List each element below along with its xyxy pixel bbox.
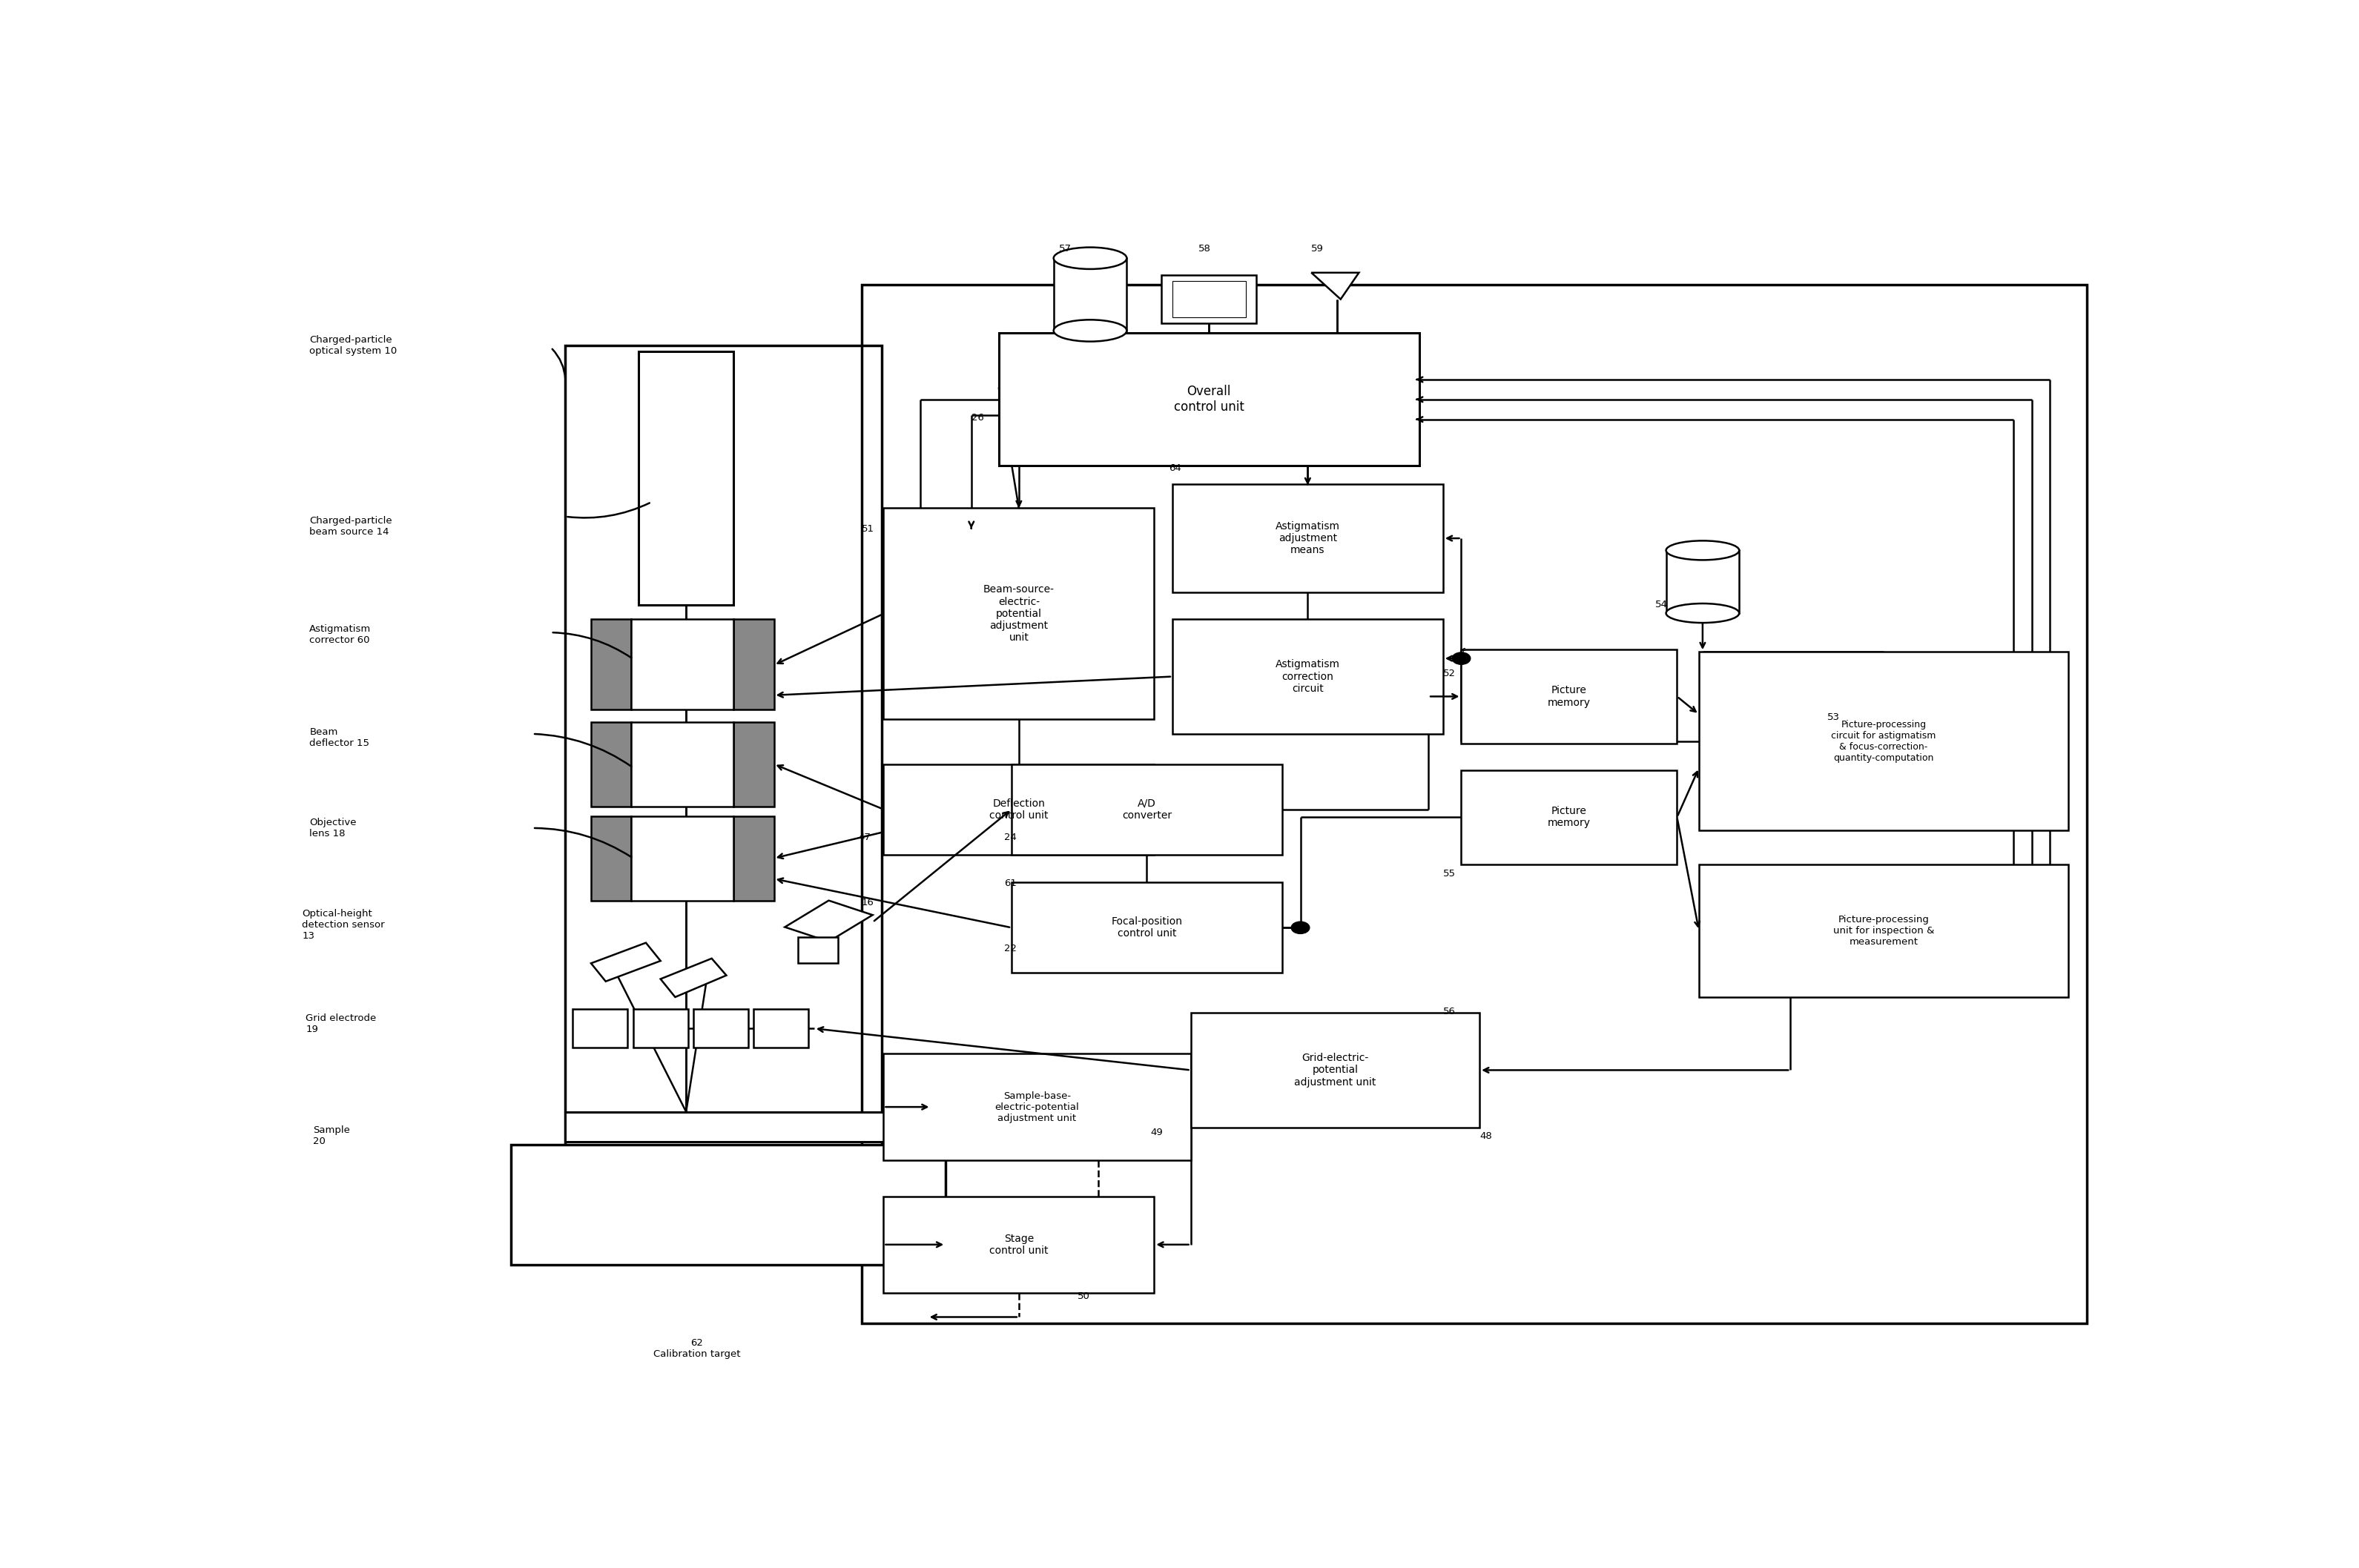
Bar <box>1191 1013 1479 1127</box>
Text: 50: 50 <box>1078 1292 1090 1301</box>
Text: 57: 57 <box>1059 243 1071 254</box>
Bar <box>632 815 734 900</box>
Bar <box>1054 259 1128 331</box>
Text: Sample
20: Sample 20 <box>314 1126 349 1146</box>
Bar <box>885 764 1154 855</box>
Bar <box>885 1196 1154 1294</box>
Text: 58: 58 <box>1198 243 1210 254</box>
Bar <box>1012 883 1283 972</box>
Text: 53: 53 <box>1826 712 1840 721</box>
Bar <box>592 721 632 806</box>
Text: 61: 61 <box>1005 878 1017 889</box>
Text: Beam-source-
electric-
potential
adjustment
unit: Beam-source- electric- potential adjustm… <box>984 585 1054 643</box>
Circle shape <box>1453 652 1470 665</box>
Bar <box>1172 619 1444 734</box>
Text: Picture
memory: Picture memory <box>1548 806 1590 828</box>
Text: Objective
lens 18: Objective lens 18 <box>309 817 356 839</box>
Text: A/D
converter: A/D converter <box>1123 798 1172 820</box>
Bar <box>1698 652 2069 831</box>
Ellipse shape <box>1665 604 1739 622</box>
Text: 54: 54 <box>1656 601 1668 610</box>
Text: Grid-electric-
potential
adjustment unit: Grid-electric- potential adjustment unit <box>1295 1054 1375 1087</box>
Text: Stage
control unit: Stage control unit <box>988 1234 1047 1256</box>
Text: Optical-height
detection sensor
13: Optical-height detection sensor 13 <box>302 909 385 941</box>
Bar <box>566 1112 932 1142</box>
Text: f: f <box>1460 648 1465 659</box>
Bar <box>1172 485 1444 593</box>
Ellipse shape <box>1054 320 1128 342</box>
Bar <box>885 1054 1191 1160</box>
Text: 16: 16 <box>861 898 875 908</box>
Bar <box>1161 274 1257 323</box>
Bar <box>639 351 734 605</box>
Text: Astigmatism
correction
circuit: Astigmatism correction circuit <box>1276 659 1340 693</box>
Bar <box>510 1145 946 1265</box>
Bar <box>1665 550 1739 613</box>
Text: Beam
deflector 15: Beam deflector 15 <box>309 728 370 748</box>
Bar <box>573 1010 627 1047</box>
Bar <box>1460 649 1677 743</box>
Text: Overall
control unit: Overall control unit <box>1175 386 1243 414</box>
Text: 55: 55 <box>1444 869 1456 878</box>
Text: 51: 51 <box>861 524 875 533</box>
Bar <box>632 619 734 710</box>
Bar <box>1460 770 1677 864</box>
Bar <box>592 619 632 710</box>
Text: 59: 59 <box>1312 243 1323 254</box>
Text: 24: 24 <box>1005 833 1017 842</box>
Text: 48: 48 <box>1479 1131 1491 1142</box>
Text: Charged-particle
beam source 14: Charged-particle beam source 14 <box>309 516 392 536</box>
Text: Grid electrode
19: Grid electrode 19 <box>307 1013 377 1033</box>
Bar <box>566 345 882 1253</box>
Ellipse shape <box>1054 248 1128 270</box>
Text: 49: 49 <box>1151 1127 1163 1137</box>
Bar <box>1698 864 2069 997</box>
Bar <box>797 936 837 963</box>
Bar <box>632 1010 689 1047</box>
Bar <box>734 619 774 710</box>
Text: Focal-position
control unit: Focal-position control unit <box>1111 916 1182 939</box>
Bar <box>734 815 774 900</box>
Text: 47: 47 <box>859 833 870 842</box>
Bar <box>998 332 1420 466</box>
Bar <box>1012 764 1283 855</box>
Bar <box>861 285 2085 1323</box>
Polygon shape <box>1312 273 1359 299</box>
Polygon shape <box>592 942 661 982</box>
Bar <box>632 721 734 806</box>
Circle shape <box>1290 922 1309 933</box>
Ellipse shape <box>1665 541 1739 560</box>
Text: Charged-particle
optical system 10: Charged-particle optical system 10 <box>309 334 396 356</box>
Bar <box>694 1010 748 1047</box>
Polygon shape <box>661 958 727 997</box>
Text: 56: 56 <box>1444 1007 1456 1016</box>
Bar <box>734 721 774 806</box>
Text: Picture
memory: Picture memory <box>1548 685 1590 707</box>
Text: Sample-base-
electric-potential
adjustment unit: Sample-base- electric-potential adjustme… <box>995 1091 1080 1123</box>
Text: 26: 26 <box>972 412 984 422</box>
Bar <box>755 1010 809 1047</box>
Text: 64: 64 <box>1168 464 1182 474</box>
Bar <box>592 815 632 900</box>
Bar <box>1172 281 1246 317</box>
Text: Astigmatism
adjustment
means: Astigmatism adjustment means <box>1276 521 1340 555</box>
Text: Astigmatism
corrector 60: Astigmatism corrector 60 <box>309 624 370 646</box>
Text: 52: 52 <box>1444 668 1456 679</box>
Text: Picture-processing
circuit for astigmatism
& focus-correction-
quantity-computat: Picture-processing circuit for astigmati… <box>1831 720 1937 762</box>
Text: Picture-processing
unit for inspection &
measurement: Picture-processing unit for inspection &… <box>1833 914 1934 947</box>
Text: 22: 22 <box>1005 944 1017 953</box>
Polygon shape <box>786 900 873 941</box>
Text: 62
Calibration target: 62 Calibration target <box>653 1339 741 1359</box>
Bar <box>885 508 1154 720</box>
Text: Deflection
control unit: Deflection control unit <box>988 798 1047 820</box>
